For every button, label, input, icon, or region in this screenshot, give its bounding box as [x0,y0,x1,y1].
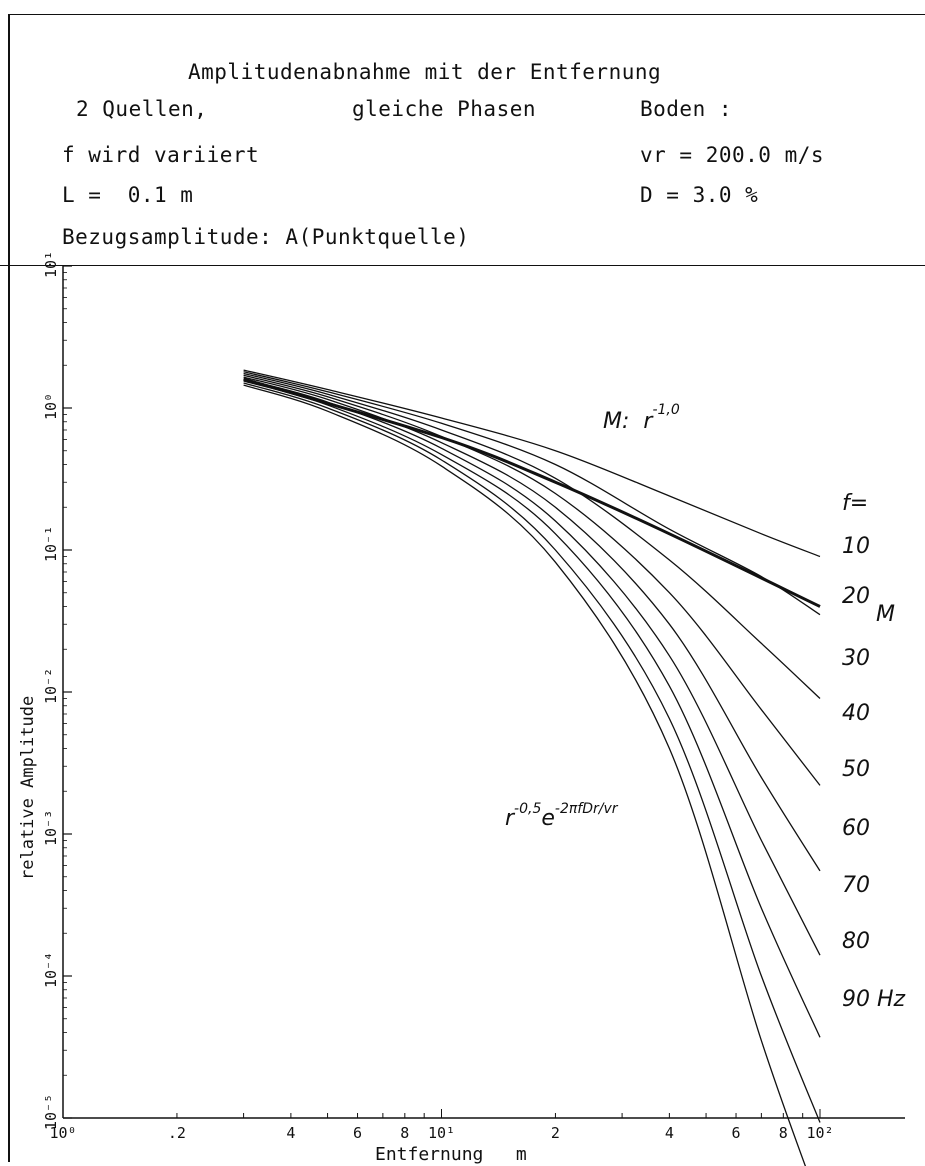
series-label: 40 [842,701,870,726]
x-tick-label: 8 [400,1124,409,1142]
y-ticks: 10¹ 10⁰ 10⁻¹ 10⁻² 10⁻³ 10⁻⁴ 10⁻⁵ [42,251,72,1130]
m-anno-text: M: r [603,409,654,434]
series-label: 30 [842,646,870,671]
chart-title: Amplitudenabnahme mit der Entfernung [188,60,662,84]
y-tick-label: 10⁻¹ [42,526,60,562]
series-label: 90 Hz [842,987,906,1012]
m-annotation: M: r-1,0 [603,402,680,434]
series-label: 60 [842,816,870,841]
x-tick-label: 10⁰ [49,1124,76,1142]
series-label: 20 [842,584,870,609]
curves [243,369,821,1166]
series-label: 80 [842,929,870,954]
formula-exp2: -2πfDr/vr [555,801,619,817]
header-sources: 2 Quellen, [76,97,208,121]
series-label: 50 [842,757,870,782]
x-tick-label: 2 [551,1124,560,1142]
header-soil: Boden : [640,97,733,121]
m-curve-label: M [876,602,895,627]
y-tick-label: 10⁻⁵ [42,1094,60,1130]
x-tick-label: 6 [353,1124,362,1142]
x-tick-label: 10¹ [428,1124,455,1142]
header-velocity: vr = 200.0 m/s [640,143,825,167]
y-tick-label: 10¹ [42,251,60,278]
formula-e: e [541,806,555,831]
y-tick-label: 10⁻⁴ [42,952,60,988]
header-divider [0,265,925,266]
curve-m-reference [243,377,821,608]
header-length: L = 0.1 m [62,183,194,207]
x-tick-label: 4 [286,1124,295,1142]
curve-f-90 [243,384,807,1166]
curve-f-40 [243,374,821,786]
y-tick-label: 10⁻³ [42,810,60,846]
curve-f-50 [243,376,821,872]
x-ticks: 10⁰ .2 4 6 8 10¹ 2 4 6 8 10² [49,1109,834,1142]
x-tick-label: 4 [665,1124,674,1142]
header-frequency-note: f wird variiert [62,143,260,167]
series-label: f= [842,491,868,516]
x-tick-label: .2 [168,1124,186,1142]
x-tick-label: 10² [806,1124,833,1142]
curve-f-70 [243,380,821,1038]
header-reference: Bezugsamplitude: A(Punktquelle) [62,225,470,249]
curve-f-20 [243,371,821,616]
x-axis-label: Entfernung m [375,1144,527,1165]
formula-base: r [505,806,516,831]
curve-f-10 [243,369,821,558]
curve-f-80 [243,382,821,1123]
header-damping: D = 3.0 % [640,183,759,207]
series-label: 10 [842,534,870,559]
y-axis-label: relative Amplitude [18,696,38,880]
x-tick-label: 8 [779,1124,788,1142]
y-tick-label: 10⁰ [42,393,60,420]
x-tick-label: 6 [732,1124,741,1142]
m-anno-exp: -1,0 [652,402,679,418]
series-label: 70 [842,873,870,898]
header-phases: gleiche Phasen [352,97,537,121]
series-labels: f= 10 20 30 40 50 60 70 80 90 Hz [842,491,906,1012]
formula-exp1: -0,5 [514,801,541,817]
formula-annotation: r-0,5e-2πfDr/vr [505,801,619,831]
y-tick-label: 10⁻² [42,668,60,704]
curve-f-30 [243,372,821,699]
figure-frame [8,14,925,1162]
